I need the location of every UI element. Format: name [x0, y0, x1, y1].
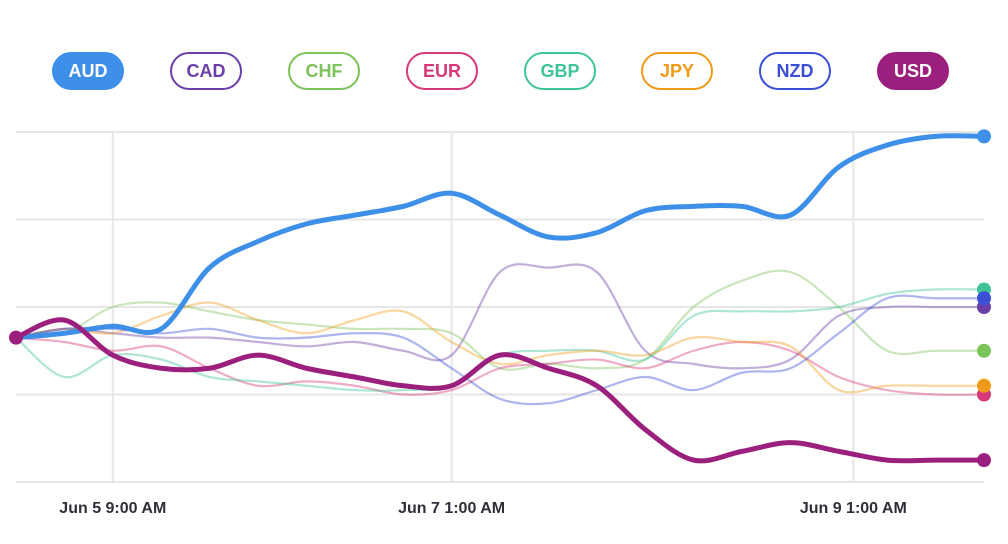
series-lines	[13, 133, 987, 464]
series-line-cad	[14, 263, 986, 370]
series-line-nzd	[14, 294, 986, 406]
x-tick-label: Jun 5 9:00 AM	[59, 500, 166, 517]
series-line-chf	[14, 269, 986, 371]
grid	[16, 131, 984, 483]
end-dot-chf	[977, 343, 991, 358]
end-dot-aud	[977, 129, 991, 144]
series-line-usd	[13, 317, 987, 464]
end-dots	[9, 129, 991, 468]
start-dot-usd	[9, 330, 23, 345]
end-dot-nzd	[977, 291, 991, 306]
legend-pill-usd[interactable]: USD	[877, 52, 949, 90]
end-dot-usd	[977, 453, 991, 468]
legend-pill-nzd[interactable]: NZD	[759, 52, 831, 90]
x-tick-label: Jun 9 1:00 AM	[800, 500, 907, 517]
series-line-gbp	[14, 288, 986, 392]
legend: AUD CAD CHF EUR GBP JPY NZD USD	[0, 52, 1008, 96]
legend-pill-cad[interactable]: CAD	[170, 52, 242, 90]
legend-pill-eur[interactable]: EUR	[406, 52, 478, 90]
series-line-aud	[13, 133, 987, 341]
series-line-eur	[14, 336, 986, 396]
x-tick-label: Jun 7 1:00 AM	[398, 500, 505, 517]
legend-pill-chf[interactable]: CHF	[288, 52, 360, 90]
x-axis-ticks: Jun 5 9:00 AM Jun 7 1:00 AM Jun 9 1:00 AM	[59, 500, 907, 517]
legend-pill-gbp[interactable]: GBP	[524, 52, 596, 90]
legend-pill-aud[interactable]: AUD	[52, 52, 124, 90]
end-dot-jpy	[977, 378, 991, 393]
legend-pill-jpy[interactable]: JPY	[641, 52, 713, 90]
